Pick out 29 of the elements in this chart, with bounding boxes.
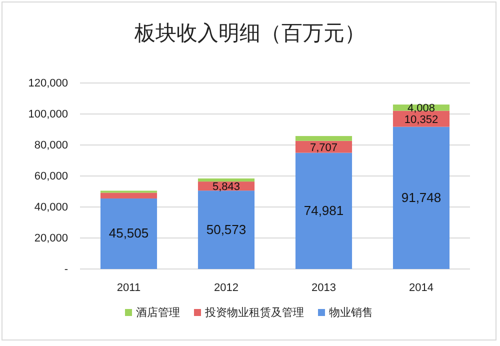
- bar: [295, 136, 352, 141]
- y-tick-label: -: [64, 264, 68, 276]
- data-label: 74,981: [304, 202, 344, 218]
- bar: [100, 192, 158, 198]
- bar: [198, 178, 255, 182]
- data-label: 10,352: [404, 114, 438, 126]
- y-tick-label: 120,000: [28, 78, 68, 90]
- x-tick-label: 2013: [312, 282, 336, 294]
- data-label: 45,505: [108, 226, 149, 241]
- legend-label: 酒店管理: [136, 306, 180, 319]
- y-tick-label: 60,000: [34, 170, 68, 183]
- x-tick-label: 2011: [116, 282, 141, 294]
- chart-title: 板块收入明细（百万元）: [134, 21, 366, 45]
- data-label: 91,748: [401, 190, 442, 205]
- y-tick-label: 40,000: [34, 202, 68, 214]
- y-tick-label: 100,000: [28, 108, 68, 121]
- data-label: 5,843: [212, 181, 240, 194]
- y-tick-label: 80,000: [34, 140, 68, 152]
- legend-label: 投资物业租赁及管理: [204, 306, 304, 319]
- bar: [392, 126, 450, 269]
- bar: [295, 152, 352, 269]
- data-label: 50,573: [206, 222, 246, 237]
- legend-label: 物业销售: [329, 306, 373, 319]
- bar: [198, 190, 255, 269]
- data-label: 7,707: [310, 142, 338, 154]
- y-tick-label: 20,000: [34, 232, 68, 245]
- x-tick-label: 2012: [214, 282, 238, 294]
- x-tick-label: 2014: [409, 282, 434, 294]
- bar: [100, 198, 158, 269]
